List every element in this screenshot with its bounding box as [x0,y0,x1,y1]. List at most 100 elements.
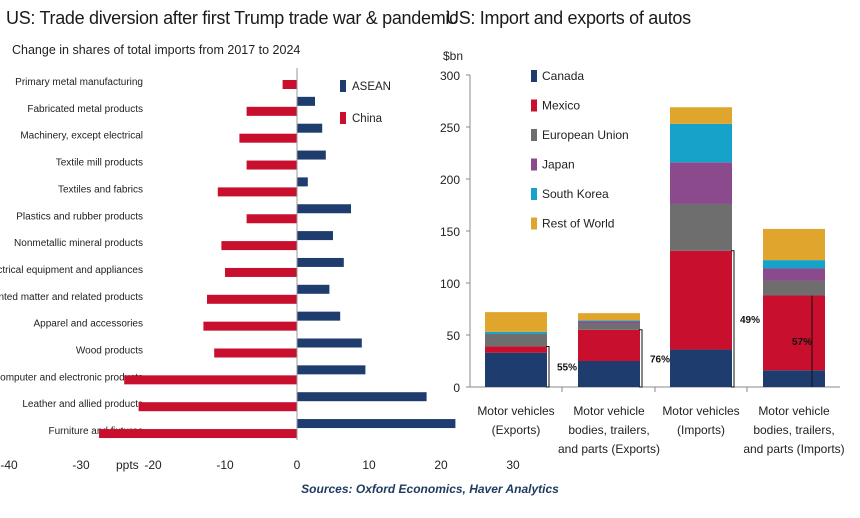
category-label: Leather and allied products [22,399,143,410]
china-bar [246,214,297,224]
y-tick-label: 50 [447,329,461,343]
asean-bar [297,419,456,429]
left-chart-title: US: Trade diversion after first Trump tr… [6,8,458,28]
china-bar [214,348,297,358]
category-label: Motor vehicle [758,404,830,418]
stacked-bar-segment [485,346,547,353]
asean-bar [297,123,323,133]
legend-swatch [340,112,346,124]
stacked-bar-segment [485,333,547,347]
asean-bar [297,311,341,321]
legend-label: Japan [542,158,575,172]
stacked-bar-segment [578,323,640,330]
stacked-bar-segment [485,312,547,332]
category-label: Motor vehicles [477,404,554,418]
x-tick-label: -30 [72,458,90,472]
china-bar [282,80,297,89]
stacked-bar-segment [578,329,640,361]
x-tick-label: -40 [0,458,18,472]
x-tick-label: -20 [144,458,162,472]
asean-bar [297,338,362,348]
china-bar [239,133,297,143]
category-label: Fabricated metal products [27,104,143,115]
stacked-bar-segment [485,331,547,334]
stacked-bar-segment [763,260,825,269]
stacked-bar-segment [763,280,825,296]
category-label: and parts (Imports) [743,442,844,456]
category-label: Apparel and accessories [33,319,143,330]
stacked-bar-segment [670,107,732,124]
asean-bar [297,365,366,375]
x-axis-unit-label: ppts [116,458,139,472]
stacked-bar-segment [763,228,825,261]
y-axis-unit-label: $bn [443,49,463,63]
china-bar [99,429,297,439]
right-chart-title: US: Import and exports of autos [446,8,691,28]
category-label: Plastics and rubber products [16,211,143,222]
stacked-bar-segment [670,250,732,350]
legend-label: European Union [542,128,629,142]
y-tick-label: 200 [440,173,460,187]
china-bar [246,106,297,116]
category-label: bodies, trailers, [753,423,834,437]
y-tick-label: 250 [440,121,460,135]
legend-swatch [531,158,537,171]
stacked-bar-segment [763,295,825,371]
y-tick-label: 0 [453,381,460,395]
category-label: Electrical equipment and appliances [0,265,143,276]
legend-label: Rest of World [542,217,614,231]
category-label: Furniture and fixtures [49,426,144,437]
legend-swatch [531,70,537,82]
y-tick-label: 100 [440,277,460,291]
x-tick-label: 0 [294,458,301,472]
asean-bar [297,177,308,187]
y-tick-label: 150 [440,225,460,239]
legend-swatch [340,80,346,92]
china-bar [225,267,297,277]
share-annotation-bracket [639,329,643,388]
y-tick-label: 300 [440,69,460,83]
china-bar [221,241,297,251]
asean-bar [297,231,333,241]
share-annotation-bracket [546,345,550,388]
charts-canvas: Primary metal manufacturing Fabricated me… [0,49,845,472]
stacked-bar-segment [670,162,732,204]
category-label: Machinery, except electrical [20,131,143,142]
legend-label: China [352,113,383,125]
category-label: and parts (Exports) [558,442,660,456]
asean-bar [297,257,344,267]
legend-swatch [531,129,537,141]
category-label: Textile mill products [56,158,143,169]
china-bar [138,402,297,412]
category-label: (Exports) [492,423,541,437]
stacked-bar-segment [670,123,732,163]
legend-label: South Korea [542,187,609,201]
stacked-bar-segment [670,349,732,387]
china-bar [124,375,297,385]
share-annotation-label: 57% [792,337,812,348]
stacked-bar-segment [578,313,640,321]
asean-bar [297,204,351,214]
stacked-bar-segment [485,352,547,387]
china-bar [246,160,297,170]
category-label: Printed matter and related products [0,292,143,303]
legend-label: Canada [542,69,584,83]
category-label: Textiles and fabrics [58,184,143,195]
source-note: Sources: Oxford Economics, Haver Analyti… [301,482,559,496]
category-label: Computer and electronic products [0,372,143,383]
stacked-bar-segment [763,370,825,387]
share-annotation-label: 76% [650,354,670,365]
asean-bar [297,284,330,294]
share-annotation-label: 49% [740,315,760,326]
category-label: Motor vehicle [573,404,645,418]
legend-label: Mexico [542,99,580,113]
x-tick-label: 20 [434,458,448,472]
china-bar [217,187,297,197]
stacked-bar-segment [763,268,825,281]
asean-bar [297,96,315,106]
legend-swatch [531,217,537,230]
stacked-bar-segment [578,361,640,387]
asean-bar [297,150,326,160]
china-bar [203,321,297,331]
category-label: Primary metal manufacturing [15,77,143,88]
